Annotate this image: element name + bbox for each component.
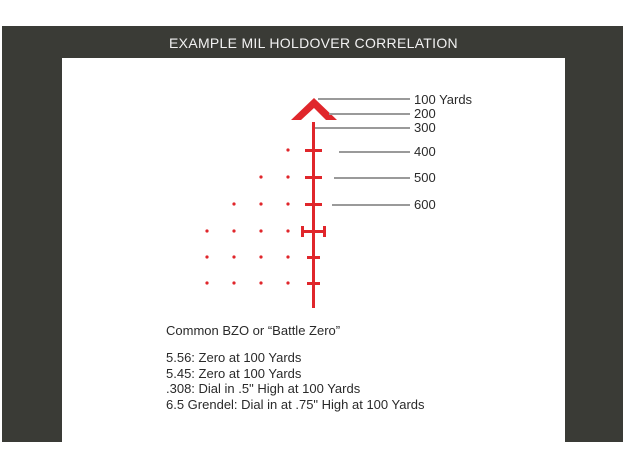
zero-note: 6.5 Grendel: Dial in at .75" High at 100… <box>166 396 425 412</box>
holdover-bar-900 <box>307 282 320 285</box>
windage-dot <box>286 255 290 259</box>
windage-dot <box>232 255 236 259</box>
windage-dot <box>259 255 263 259</box>
windage-dots <box>205 148 290 285</box>
windage-dot <box>259 281 263 285</box>
windage-dot <box>259 175 263 179</box>
zero-notes-list: 5.56: Zero at 100 Yards 5.45: Zero at 10… <box>166 350 425 412</box>
zero-note: 5.56: Zero at 100 Yards <box>166 350 302 365</box>
range-label-600: 600 <box>414 197 436 212</box>
windage-dot <box>259 202 263 206</box>
windage-dot <box>205 255 209 259</box>
windage-dot <box>286 175 290 179</box>
holdover-bar-600 <box>305 203 322 206</box>
reticle-diagram: 100 Yards 200 300 400 500 600 <box>205 92 473 308</box>
windage-dot <box>232 229 236 233</box>
page-title: EXAMPLE MIL HOLDOVER CORRELATION <box>169 35 458 51</box>
windage-dot <box>232 281 236 285</box>
range-label-100: 100 Yards <box>414 92 473 107</box>
holdover-bar-700-cap-left <box>301 226 304 237</box>
windage-dot <box>232 202 236 206</box>
chevron-aim-point <box>291 98 337 120</box>
holdover-bar-500 <box>305 176 322 179</box>
diagram-panel: 100 Yards 200 300 400 500 600 Common BZO… <box>62 58 565 442</box>
range-label-200: 200 <box>414 106 436 121</box>
windage-dot <box>259 229 263 233</box>
holdover-bar-400 <box>305 149 322 152</box>
range-label-400: 400 <box>414 144 436 159</box>
holdover-bar-700-cap-right <box>323 226 326 237</box>
zero-note: .308: Dial in .5" High at 100 Yards <box>166 381 361 396</box>
vertical-stadia-line <box>312 122 315 308</box>
windage-dot <box>286 148 290 152</box>
bzo-heading: Common BZO or “Battle Zero” <box>166 323 341 338</box>
windage-dot <box>205 229 209 233</box>
windage-dot <box>286 281 290 285</box>
windage-dot <box>286 229 290 233</box>
range-label-500: 500 <box>414 170 436 185</box>
range-label-300: 300 <box>414 120 436 135</box>
windage-dot <box>205 281 209 285</box>
windage-dot <box>286 202 290 206</box>
zero-note: 5.45: Zero at 100 Yards <box>166 365 302 381</box>
holdover-bar-800 <box>307 256 320 259</box>
holdover-bar-700 <box>301 230 325 233</box>
